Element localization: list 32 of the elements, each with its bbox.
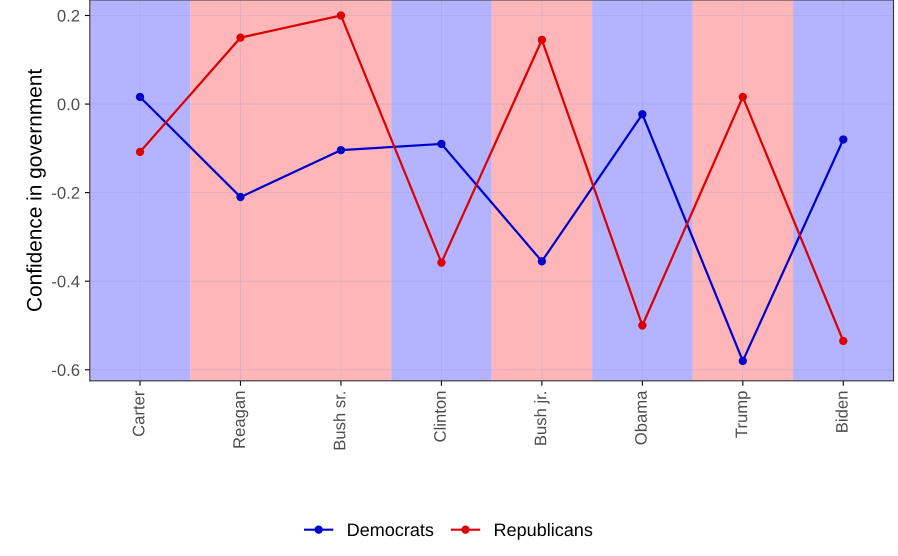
point [839, 135, 848, 144]
point [538, 36, 546, 44]
x-tick-label: Bush sr. [333, 392, 346, 450]
legend-label: Republicans [495, 522, 592, 540]
point [437, 140, 446, 148]
y-tick-label: 0.0 [58, 98, 80, 110]
y-tick-label: -0.2 [52, 187, 80, 199]
y-tick-label: -0.4 [52, 276, 80, 288]
point [538, 257, 546, 266]
y-tick-label: -0.6 [52, 364, 80, 376]
point [738, 92, 747, 102]
x-tick-label: Carter [132, 390, 145, 436]
point [638, 110, 647, 118]
point [236, 33, 245, 42]
x-tick-label: Trump [736, 391, 751, 438]
point [638, 321, 647, 330]
x-tick-label: Bush jr. [534, 392, 550, 445]
point [336, 11, 346, 20]
legend-label: Democrats [348, 524, 434, 536]
y-axis-title: Confidence in government [26, 68, 46, 311]
point [336, 146, 346, 154]
x-tick-label: Obama [634, 390, 647, 444]
point [839, 336, 848, 346]
point [136, 92, 144, 102]
x-tick-label: Biden [836, 392, 848, 432]
point [738, 356, 747, 366]
point [136, 148, 144, 156]
x-tick-label: Clinton [434, 392, 446, 442]
y-tick-label: 0.2 [58, 10, 80, 22]
point [437, 258, 446, 267]
point [236, 192, 245, 202]
x-tick-label: Reagan [233, 392, 248, 448]
